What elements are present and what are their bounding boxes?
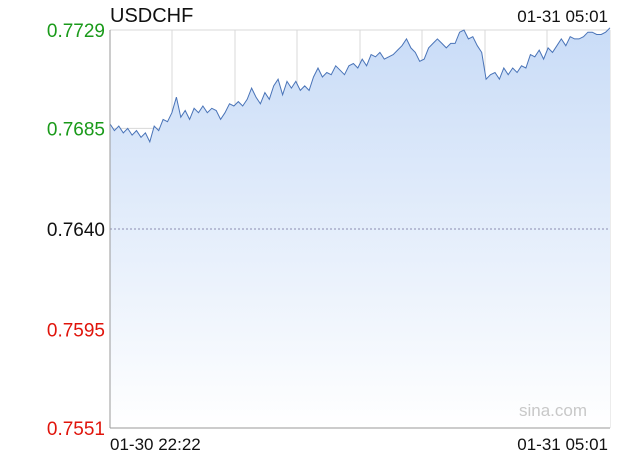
y-tick-label: 0.7729 bbox=[47, 21, 105, 42]
chart-title: USDCHF bbox=[110, 5, 193, 27]
watermark: sina.com bbox=[519, 401, 587, 420]
price-line bbox=[109, 27, 611, 144]
last-update-time: 01-31 05:01 bbox=[517, 7, 608, 26]
y-axis-labels: 0.7729 0.7685 0.7640 0.7595 0.7551 bbox=[47, 21, 105, 440]
y-tick-label: 0.7640 bbox=[47, 220, 105, 241]
y-tick-label: 0.7685 bbox=[47, 119, 105, 140]
x-tick-label: 01-31 05:01 bbox=[517, 435, 608, 454]
y-tick-label: 0.7551 bbox=[47, 419, 105, 440]
x-axis-labels: 01-30 22:22 01-31 05:01 bbox=[110, 435, 608, 454]
price-area-fill bbox=[110, 27, 610, 429]
y-tick-label: 0.7595 bbox=[47, 321, 105, 342]
plot-border bbox=[109, 30, 610, 429]
x-tick-label: 01-30 22:22 bbox=[110, 435, 201, 454]
